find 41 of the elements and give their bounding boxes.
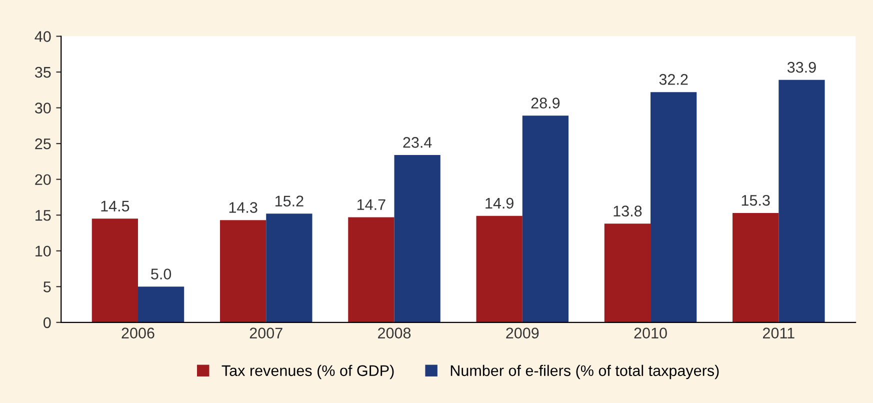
text: 28.9 <box>531 98 560 108</box>
text: 32.2 <box>659 74 688 85</box>
legend-label: Tax revenues (% of GDP) <box>222 364 394 380</box>
bar <box>138 286 184 322</box>
bar <box>348 217 394 322</box>
y-tick-label: 15 <box>36 210 51 221</box>
y-tick-label: 0 <box>43 317 51 328</box>
y-tick-label: 30 <box>34 102 51 114</box>
bar <box>522 116 569 322</box>
x-tick-label: 2009 <box>506 328 539 338</box>
text: 15.3 <box>742 194 770 206</box>
text: 5.0 <box>151 268 172 280</box>
bar <box>394 155 440 322</box>
bar <box>778 80 825 322</box>
text: 33.9 <box>787 62 816 73</box>
bar <box>476 216 522 322</box>
x-tick-label: 2006 <box>122 328 154 338</box>
bar <box>732 212 779 322</box>
y-tick-label: 25 <box>35 138 51 150</box>
text: 23.4 <box>403 137 432 148</box>
x-tick-label: 2008 <box>378 328 411 338</box>
bar <box>220 220 266 322</box>
text: 14.3 <box>229 202 258 213</box>
bar <box>92 218 138 322</box>
x-tick-label: 2010 <box>634 328 667 338</box>
text: 13.8 <box>614 206 642 216</box>
y-tick-label: 20 <box>35 174 51 186</box>
y-tick-label: 10 <box>36 246 51 257</box>
y-tick-label: 5 <box>44 282 51 292</box>
text: 14.7 <box>357 199 386 210</box>
bar <box>266 214 312 322</box>
legend-label: Number of e-filers (% of total taxpayers) <box>450 364 719 380</box>
text: 14.5 <box>101 200 130 212</box>
text: 14.9 <box>486 198 514 209</box>
bar <box>650 92 697 322</box>
x-tick-label: 2011 <box>763 328 794 338</box>
y-tick-label: 40 <box>34 31 51 42</box>
text: 15.2 <box>275 196 304 206</box>
bar <box>604 224 651 322</box>
x-tick-label: 2007 <box>250 328 282 338</box>
y-tick-label: 35 <box>34 66 51 78</box>
